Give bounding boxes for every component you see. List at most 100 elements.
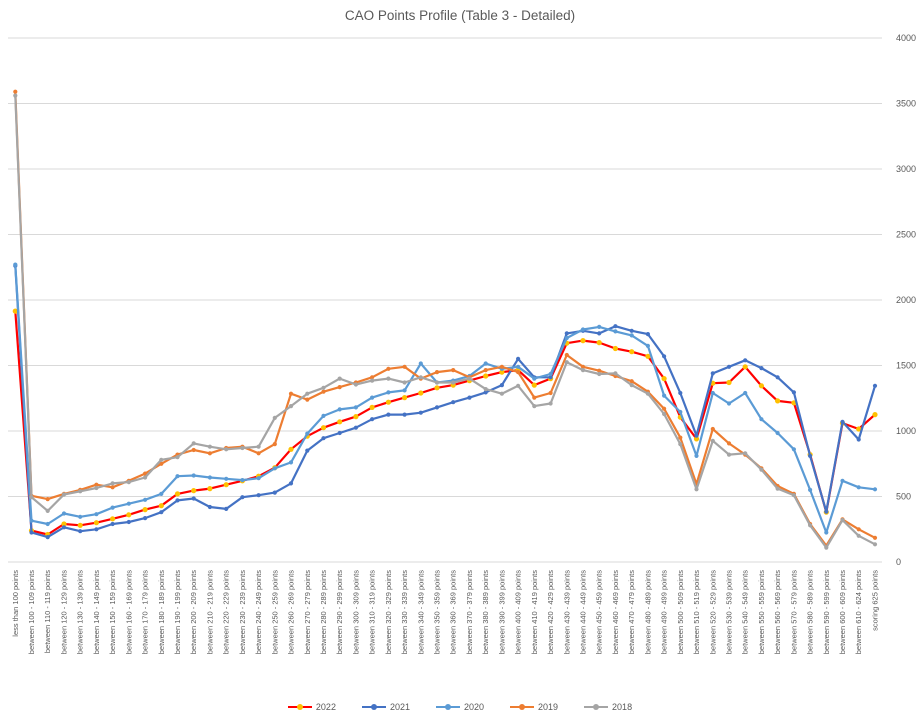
series-2019-marker [580, 364, 586, 369]
series-2021-marker [775, 375, 780, 380]
x-category-label: between 170 - 179 points [141, 570, 150, 654]
series-2021-marker [613, 324, 618, 329]
y-tick-label: 2000 [896, 295, 916, 305]
series-2019-marker [321, 389, 326, 394]
y-tick-label: 500 [896, 492, 911, 502]
series-2018-marker [451, 380, 456, 385]
series-2021-marker [856, 437, 861, 442]
x-category-label: between 530 - 539 points [724, 570, 733, 654]
series-2020-marker [337, 407, 342, 412]
series-2021-marker [597, 331, 602, 336]
x-category-label: between 230 - 239 points [238, 570, 247, 654]
series-2020-marker [759, 417, 764, 422]
series-2020-marker [516, 364, 521, 369]
series-2018-marker [207, 444, 212, 449]
x-category-label: between 520 - 529 points [708, 570, 717, 654]
series-2021-marker [872, 383, 878, 388]
series-2019-line [14, 90, 877, 547]
series-2019-marker [662, 406, 667, 411]
series-2019-marker [256, 451, 261, 456]
series-2018-marker [337, 376, 342, 381]
series-2020-marker [126, 501, 131, 506]
series-2019-marker [564, 352, 569, 358]
series-2020-marker [824, 530, 829, 535]
series-2020-marker [694, 453, 699, 458]
series-2018-marker [759, 467, 764, 472]
x-category-label: scoring 625 points [870, 570, 879, 631]
x-category-label: between 360 - 369 points [449, 570, 458, 654]
series-2021-marker [548, 375, 553, 380]
x-category-label: between 410 - 419 points [530, 570, 539, 654]
series-2019-marker [451, 368, 456, 373]
series-2020-marker [305, 431, 310, 436]
series-2021-marker [726, 364, 732, 369]
series-2019-marker [191, 447, 196, 453]
series-2018-marker [13, 93, 18, 98]
series-2018-marker [418, 375, 423, 380]
x-category-label: between 510 - 519 points [692, 570, 701, 654]
series-2020-marker [856, 485, 861, 490]
series-2022-marker [12, 308, 18, 314]
series-2022 [12, 308, 878, 538]
y-tick-label: 3500 [896, 99, 916, 109]
series-2022-marker [385, 399, 391, 405]
series-2022-marker [174, 491, 181, 497]
series-2021-marker [386, 412, 391, 417]
series-2022-marker [191, 488, 197, 494]
series-2021-marker [402, 412, 407, 417]
series-2020-marker [548, 371, 553, 377]
series-2021-marker [791, 390, 797, 395]
series-2018-marker [580, 368, 586, 373]
series-2018-marker [516, 383, 521, 388]
series-2019-marker [305, 397, 310, 402]
legend-label: 2018 [612, 702, 633, 712]
series-2019-marker [548, 390, 553, 396]
x-category-label: between 280 - 289 points [319, 570, 328, 654]
chart-legend: 2022 2021 2020 2019 2018 [0, 702, 920, 712]
y-tick-label: 2500 [896, 230, 916, 240]
chart-title: CAO Points Profile (Table 3 - Detailed) [344, 8, 576, 23]
x-category-label: between 190 - 199 points [173, 570, 182, 654]
y-tick-label: 1000 [896, 426, 916, 436]
series-2020-marker [370, 395, 375, 400]
series-2021-marker [110, 521, 115, 527]
series-2021-marker [629, 328, 634, 333]
series-2021-marker [207, 504, 212, 510]
series-2019-marker [532, 395, 537, 400]
series-2020-marker [483, 361, 488, 366]
x-category-label: between 600 - 609 points [838, 570, 847, 654]
series-2022-marker [645, 353, 651, 359]
series-2020-marker [110, 505, 115, 510]
series-2018-marker [353, 382, 358, 387]
series-2022-marker [483, 373, 489, 379]
series-2021-marker [678, 390, 683, 396]
series-2021-marker [483, 390, 488, 395]
series-2021-marker [143, 516, 148, 521]
series-2019-marker [288, 391, 294, 396]
series-2019-marker [710, 426, 715, 432]
series-2022-marker [499, 369, 505, 375]
series-2022-marker [337, 419, 343, 425]
legend-marker-icon [361, 703, 386, 711]
series-2022-marker [693, 436, 700, 442]
x-category-label: between 270 - 279 points [303, 570, 312, 654]
x-category-label: between 200 - 209 points [189, 570, 198, 654]
legend-label: 2022 [315, 702, 336, 712]
x-category-label: between 250 - 259 points [270, 570, 279, 654]
series-2021-marker [370, 417, 375, 422]
series-2019-marker [45, 497, 50, 502]
series-2018-marker [775, 486, 780, 491]
x-category-label: between 330 - 339 points [400, 570, 409, 654]
series-2018-marker [272, 415, 277, 420]
series-2022-marker [758, 383, 765, 389]
x-category-label: between 220 - 229 points [222, 570, 231, 654]
series-2020-marker [564, 335, 569, 341]
series-2022-marker [142, 507, 148, 513]
series-2018-marker [305, 391, 310, 396]
series-2022-marker [742, 364, 748, 370]
series-2019-marker [597, 368, 602, 373]
series-2022-marker [207, 486, 213, 492]
x-category-label: between 210 - 219 points [205, 570, 214, 654]
y-axis-tick-labels: 0 500 1000 1500 2000 2500 3000 3500 4000 [896, 33, 916, 567]
series-2020-marker [791, 447, 797, 452]
